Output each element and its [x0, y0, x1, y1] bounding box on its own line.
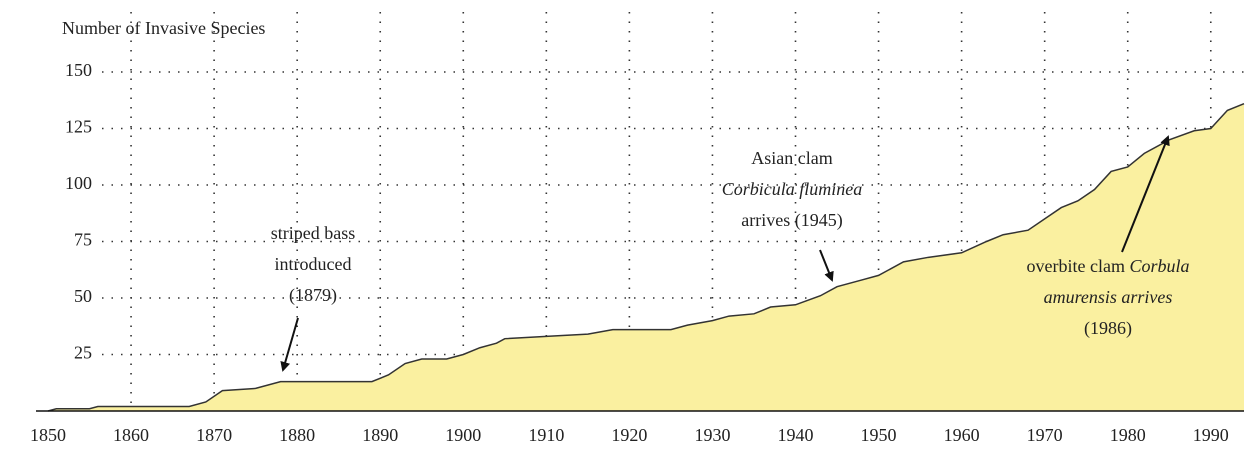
- area: [48, 103, 1244, 411]
- annotation: Corbicula fluminea: [722, 179, 863, 199]
- x-tick-label: 1900: [445, 425, 481, 445]
- x-tick-label: 1910: [528, 425, 564, 445]
- annotation-text: introduced: [275, 254, 352, 274]
- annotation: introduced: [275, 254, 352, 274]
- annotation: arrives (1945): [741, 210, 842, 231]
- annotation-text: Asian clam: [751, 148, 832, 168]
- x-tick-label: 1960: [944, 425, 980, 445]
- annotation-text: striped bass: [271, 223, 356, 243]
- x-tick-label: 1980: [1110, 425, 1146, 445]
- annotation: overbite clam Corbula: [1027, 256, 1190, 276]
- y-tick-label: 25: [74, 343, 92, 363]
- annotation-text: amurensis arrives: [1044, 287, 1173, 307]
- y-tick-label: 125: [65, 117, 92, 137]
- area-line: [47, 102, 1245, 412]
- x-tick-label: 1930: [694, 425, 730, 445]
- annotation-text: (1986): [1084, 318, 1132, 339]
- x-tick-label: 1940: [778, 425, 814, 445]
- y-tick-label: 75: [74, 230, 92, 250]
- annotation-text: (1879): [289, 285, 337, 306]
- x-tick-label: 1920: [611, 425, 647, 445]
- x-tick-label: 1970: [1027, 425, 1063, 445]
- x-tick-label: 1950: [861, 425, 897, 445]
- annotation-text: arrives (1945): [741, 210, 842, 231]
- chart-title: Number of Invasive Species: [62, 18, 265, 38]
- y-tick-label: 100: [65, 173, 92, 193]
- annotation: striped bass: [271, 223, 356, 243]
- annotation-text: overbite clam: [1027, 256, 1130, 276]
- arrow: [819, 249, 834, 282]
- x-tick-label: 1870: [196, 425, 232, 445]
- annotation-text: Corbula: [1129, 256, 1189, 276]
- x-tick-label: 1880: [279, 425, 315, 445]
- y-tick-label: 50: [74, 286, 92, 306]
- x-tick-label: 1990: [1193, 425, 1229, 445]
- annotation-text: Corbicula fluminea: [722, 179, 863, 199]
- x-tick-label: 1890: [362, 425, 398, 445]
- x-tick-label: 1850: [30, 425, 66, 445]
- annotation: (1879): [289, 285, 337, 306]
- annotation: (1986): [1084, 318, 1132, 339]
- y-tick-label: 150: [65, 60, 92, 80]
- annotation: amurensis arrives: [1044, 287, 1173, 307]
- annotation: Asian clam: [751, 148, 832, 168]
- arrow: [280, 317, 299, 372]
- x-tick-label: 1860: [113, 425, 149, 445]
- arrow: [1121, 135, 1170, 253]
